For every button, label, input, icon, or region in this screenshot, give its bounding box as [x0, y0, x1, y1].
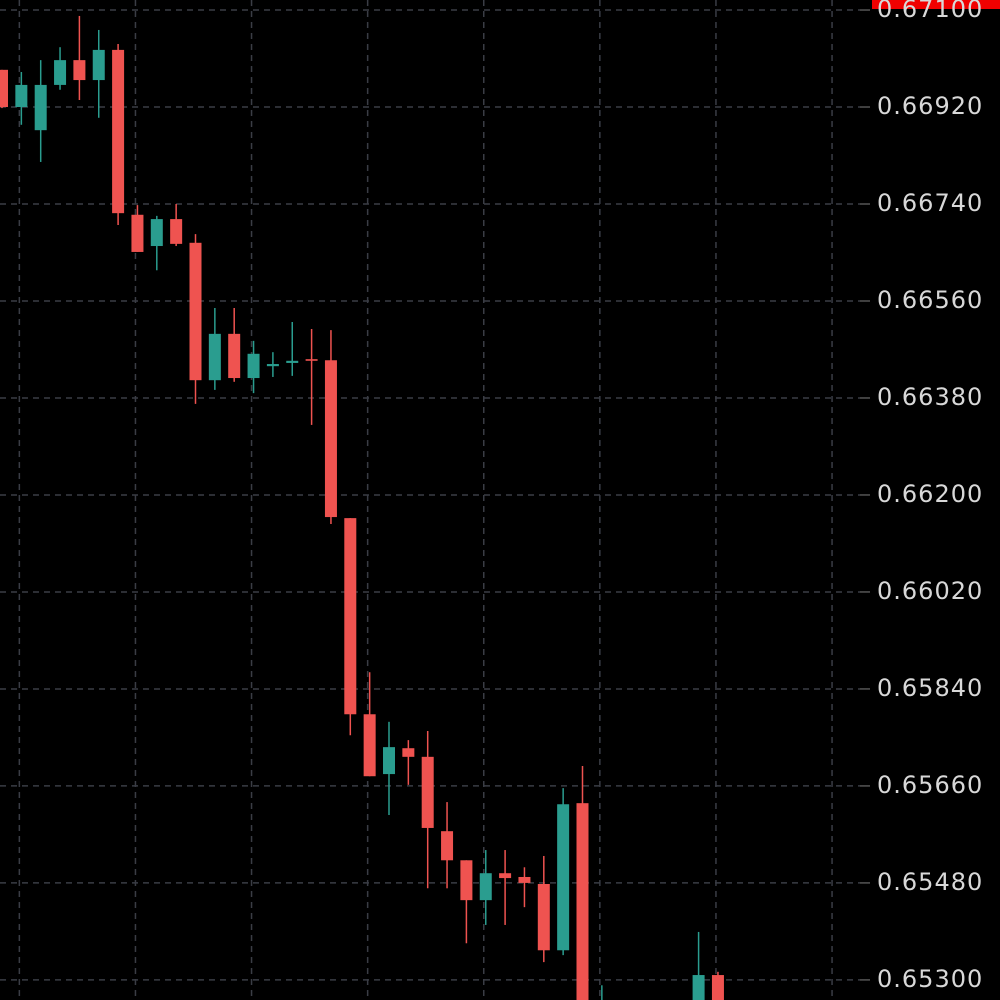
y-tick-label: 0.65840: [877, 674, 983, 702]
candle-body: [131, 214, 144, 252]
y-tick-label: 0.66200: [877, 480, 983, 508]
candle-body: [537, 883, 550, 951]
candle-body: [576, 803, 589, 1000]
y-tick-label: 0.66920: [877, 92, 983, 120]
candle-body: [460, 860, 473, 901]
price-axis: 0.67100 0.66920 0.66740 0.66560 0.66380 0.662…: [860, 0, 983, 993]
candle-body: [228, 333, 241, 379]
y-tick-label: 0.67100: [877, 0, 983, 23]
candle-body: [112, 49, 125, 214]
candle-body: [479, 873, 492, 901]
candle-body: [344, 518, 357, 715]
candle-body: [92, 49, 105, 81]
candle-body: [557, 804, 570, 951]
y-tick-label: 0.66560: [877, 286, 983, 314]
y-tick-label: 0.66380: [877, 383, 983, 411]
candle-body: [189, 242, 202, 381]
candles: [0, 15, 724, 1000]
candle-body: [170, 219, 183, 244]
price-tag: [872, 0, 1000, 9]
grid: [0, 0, 860, 1000]
candle-body: [711, 975, 724, 1000]
candle-body: [402, 748, 415, 757]
y-tick-label: 0.66740: [877, 189, 983, 217]
candle-body: [421, 756, 434, 828]
candle-body: [208, 333, 221, 381]
candle-body: [150, 219, 163, 247]
candle-body: [363, 714, 376, 777]
candle-body: [692, 975, 705, 1000]
candle-body: [383, 747, 395, 775]
candle-body: [0, 69, 8, 108]
candle-body: [286, 360, 299, 363]
candle-body: [34, 84, 47, 131]
candle-body: [518, 876, 531, 883]
candle-body: [266, 364, 279, 367]
candle-body: [54, 60, 67, 85]
y-tick-label: 0.65300: [877, 965, 983, 993]
candle-body: [441, 831, 454, 861]
candle-body: [305, 359, 318, 361]
candle-body: [499, 873, 512, 879]
y-tick-label: 0.65660: [877, 771, 983, 799]
candle-body: [73, 60, 86, 81]
y-tick-label: 0.66020: [877, 577, 983, 605]
candle-body: [247, 353, 260, 379]
y-tick-label: 0.65480: [877, 868, 983, 896]
candle-body: [324, 360, 337, 518]
candle-body: [15, 84, 28, 108]
